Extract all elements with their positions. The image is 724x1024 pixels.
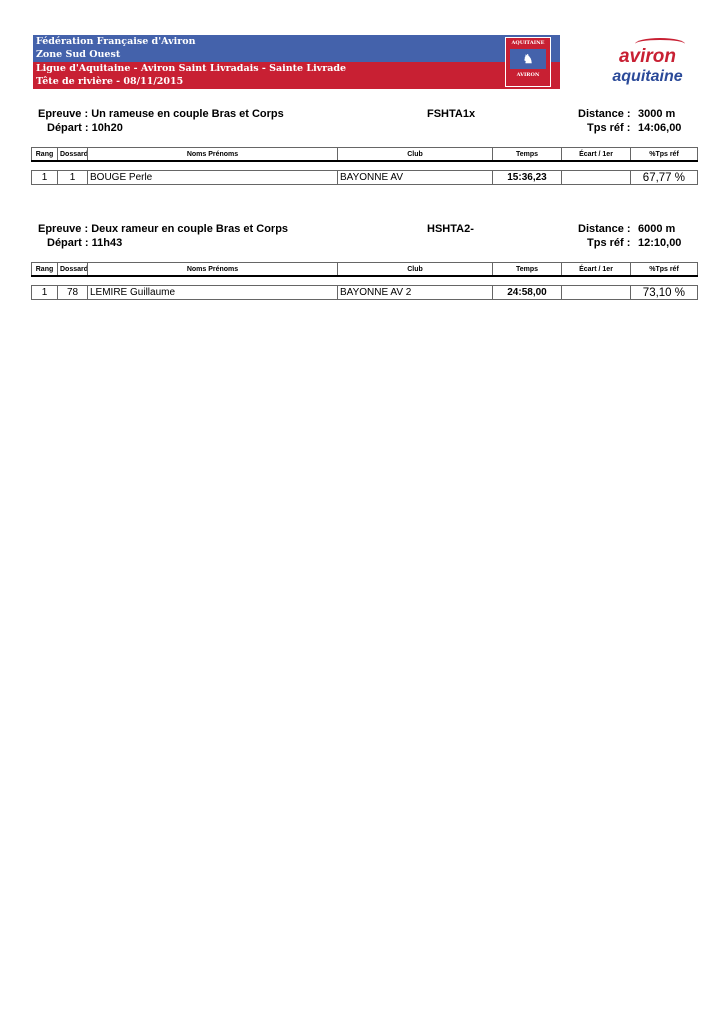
spacer: [31, 160, 698, 171]
spacer: [31, 275, 698, 286]
col-temps: Temps: [492, 147, 562, 162]
epreuve-label: Epreuve :: [38, 223, 89, 235]
tps-ref-value: 12:10,00: [638, 237, 682, 249]
table-header: Rang Dossard Noms Prénoms Club Temps Écart / …: [31, 262, 698, 277]
depart-label: Départ :: [47, 122, 89, 134]
temps: 15:36,23: [492, 170, 562, 185]
results-table: Rang Dossard Noms Prénoms Club Temps Écart / …: [31, 262, 698, 300]
col-rang: Rang: [31, 262, 58, 277]
col-dossard: Dossard: [57, 262, 88, 277]
banner-blue: [33, 35, 560, 62]
logo-aquitaine: aquitaine: [612, 68, 683, 85]
league-name: Ligue d'Aquitaine - Aviron Saint Livrada…: [36, 63, 347, 74]
epreuve-value: Un rameuse en couple Bras et Corps: [91, 108, 284, 120]
rang: 1: [31, 285, 58, 300]
category-code: HSHTA2-: [427, 223, 474, 235]
depart-line: Départ : 11h43: [47, 237, 122, 249]
col-club: Club: [337, 262, 493, 277]
depart-line: Départ : 10h20: [47, 122, 123, 134]
lion-icon: ♞: [510, 49, 546, 69]
temps: 24:58,00: [492, 285, 562, 300]
distance-value: 6000 m: [638, 223, 676, 235]
spacer-row: [31, 275, 698, 286]
rang: 1: [31, 170, 58, 185]
club: BAYONNE AV 2: [337, 285, 493, 300]
banner-red: [33, 62, 560, 89]
nom: LEMIRE Guillaume: [87, 285, 338, 300]
aviron-aquitaine-logo: aviron aquitaine: [605, 38, 690, 88]
ecart: [561, 285, 631, 300]
epreuve-line: Epreuve : Deux rameur en couple Bras et …: [38, 223, 288, 235]
tps-ref-label: Tps réf :: [587, 122, 631, 134]
table-header: Rang Dossard Noms Prénoms Club Temps Écart / …: [31, 147, 698, 162]
dossard: 1: [57, 170, 88, 185]
distance-value: 3000 m: [638, 108, 676, 120]
col-rang: Rang: [31, 147, 58, 162]
crest-bottom: AVIRON: [516, 72, 540, 78]
col-dossard: Dossard: [57, 147, 88, 162]
epreuve-value: Deux rameur en couple Bras et Corps: [91, 223, 289, 235]
col-nom: Noms Prénoms: [87, 147, 338, 162]
table-row: 1 78 LEMIRE Guillaume BAYONNE AV 2 24:58,00 7…: [31, 285, 698, 300]
depart-value: 10h20: [91, 122, 123, 134]
category-code: FSHTA1x: [427, 108, 476, 120]
federation-name: Fédération Française d'Aviron: [36, 36, 196, 47]
col-pct: %Tps réf: [630, 147, 698, 162]
event-title: Tête de rivière - 08/11/2015: [36, 76, 184, 87]
header-banner: Fédération Française d'Aviron Zone Sud O…: [33, 35, 560, 89]
distance-label: Distance :: [578, 108, 631, 120]
col-pct: %Tps réf: [630, 262, 698, 277]
epreuve-label: Epreuve :: [38, 108, 89, 120]
depart-label: Départ :: [47, 237, 89, 249]
tps-ref-value: 14:06,00: [638, 122, 682, 134]
pct: 73,10 %: [630, 285, 698, 300]
tps-ref-label: Tps réf :: [587, 237, 631, 249]
depart-value: 11h43: [91, 237, 123, 249]
col-ecart: Écart / 1er: [561, 147, 631, 162]
dossard: 78: [57, 285, 88, 300]
club: BAYONNE AV: [337, 170, 493, 185]
epreuve-line: Epreuve : Un rameuse en couple Bras et C…: [38, 108, 284, 120]
distance-label: Distance :: [578, 223, 631, 235]
table-row: 1 1 BOUGE Perle BAYONNE AV 15:36,23 67,77 %: [31, 170, 698, 185]
aquitaine-crest-logo: AQUITAINE ♞ AVIRON: [505, 37, 551, 87]
zone-name: Zone Sud Ouest: [36, 49, 121, 60]
col-nom: Noms Prénoms: [87, 262, 338, 277]
nom: BOUGE Perle: [87, 170, 338, 185]
crest-top: AQUITAINE: [511, 40, 545, 46]
spacer-row: [31, 160, 698, 171]
col-temps: Temps: [492, 262, 562, 277]
swoosh-icon: [635, 38, 685, 50]
pct: 67,77 %: [630, 170, 698, 185]
logo-aviron: aviron: [618, 46, 677, 67]
col-ecart: Écart / 1er: [561, 262, 631, 277]
ecart: [561, 170, 631, 185]
results-table: Rang Dossard Noms Prénoms Club Temps Écart / …: [31, 147, 698, 185]
col-club: Club: [337, 147, 493, 162]
